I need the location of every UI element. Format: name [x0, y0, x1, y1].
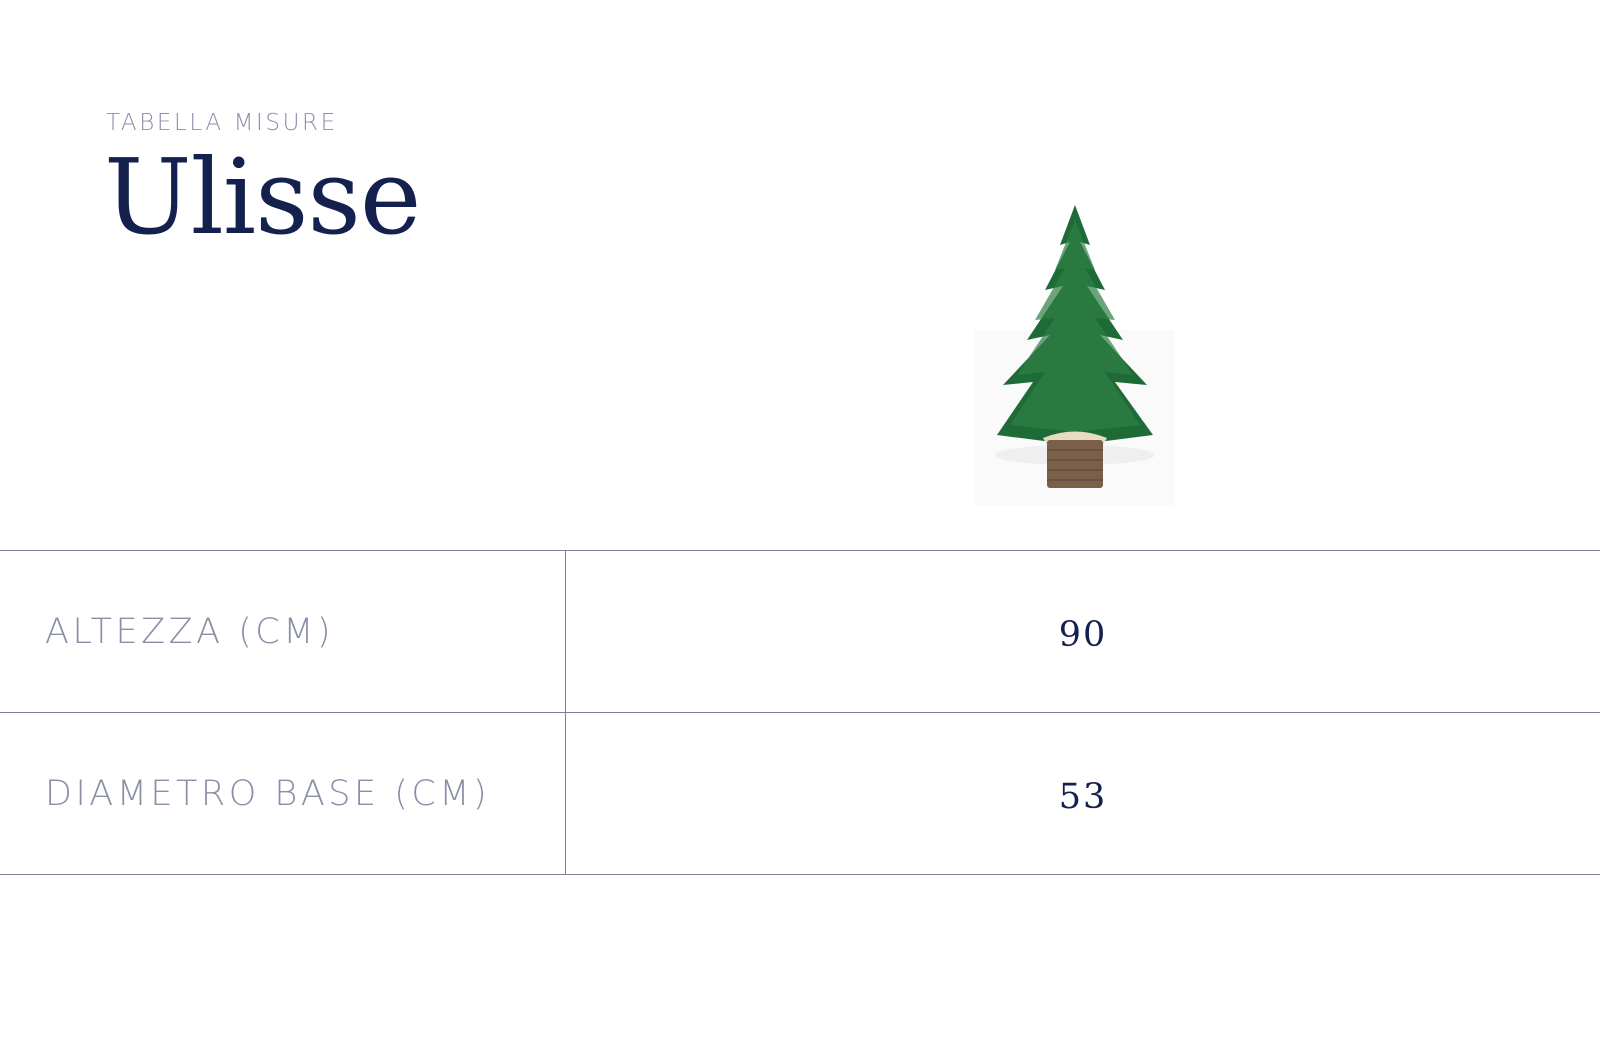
- row-label: DIAMETRO BASE (CM): [0, 713, 566, 874]
- page-title: Ulisse: [104, 136, 421, 258]
- row-value: 53: [1058, 776, 1108, 817]
- table-row-base-diameter: DIAMETRO BASE (CM) 53: [0, 713, 1600, 875]
- row-label: ALTEZZA (CM): [0, 551, 566, 712]
- table-row-height: ALTEZZA (CM) 90: [0, 551, 1600, 713]
- christmas-tree-image: [975, 205, 1175, 505]
- size-table: ALTEZZA (CM) 90 DIAMETRO BASE (CM) 53: [0, 550, 1600, 875]
- row-value: 90: [1058, 614, 1108, 655]
- eyebrow-label: TABELLA MISURE: [106, 110, 338, 136]
